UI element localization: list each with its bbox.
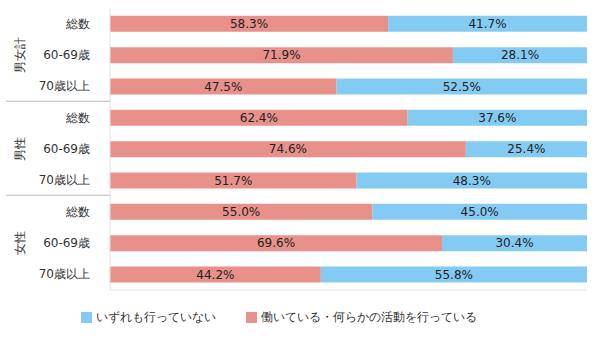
html-text:いずれも行っていない: いずれも行っていない: [95, 310, 216, 324]
svg-text:70歳以上: 70歳以上: [39, 267, 90, 281]
svg-text:47.5%: 47.5%: [204, 80, 242, 94]
svg-text:51.7%: 51.7%: [214, 174, 252, 188]
svg-text:62.4%: 62.4%: [240, 111, 278, 125]
svg-text:30.4%: 30.4%: [495, 236, 533, 250]
svg-text:総数: 総数: [65, 111, 90, 125]
svg-text:25.4%: 25.4%: [507, 142, 545, 156]
svg-text:28.1%: 28.1%: [501, 48, 539, 62]
svg-text:41.7%: 41.7%: [468, 17, 506, 31]
svg-text:女性: 女性: [13, 231, 27, 255]
svg-text:55.8%: 55.8%: [435, 268, 473, 282]
svg-text:58.3%: 58.3%: [230, 17, 268, 31]
svg-text:60-69歳: 60-69歳: [43, 142, 90, 156]
svg-text:37.6%: 37.6%: [478, 111, 516, 125]
svg-text:60-69歳: 60-69歳: [43, 48, 90, 62]
svg-text:男性: 男性: [13, 137, 27, 161]
svg-text:44.2%: 44.2%: [196, 268, 234, 282]
svg-text:52.5%: 52.5%: [443, 80, 481, 94]
svg-text:70歳以上: 70歳以上: [39, 79, 90, 93]
svg-text:60-69歳: 60-69歳: [43, 236, 90, 250]
svg-text:48.3%: 48.3%: [453, 174, 491, 188]
svg-text:45.0%: 45.0%: [461, 205, 499, 219]
svg-text:男女計: 男女計: [13, 37, 27, 73]
svg-text:69.6%: 69.6%: [257, 236, 295, 250]
svg-text:74.6%: 74.6%: [269, 142, 307, 156]
svg-text:55.0%: 55.0%: [222, 205, 260, 219]
svg-text:総数: 総数: [65, 17, 90, 31]
html-text:働いている・何らかの活動を行っている: 働いている・何らかの活動を行っている: [260, 310, 477, 324]
svg-text:総数: 総数: [65, 205, 90, 219]
svg-text:71.9%: 71.9%: [262, 48, 300, 62]
svg-text:70歳以上: 70歳以上: [39, 173, 90, 187]
